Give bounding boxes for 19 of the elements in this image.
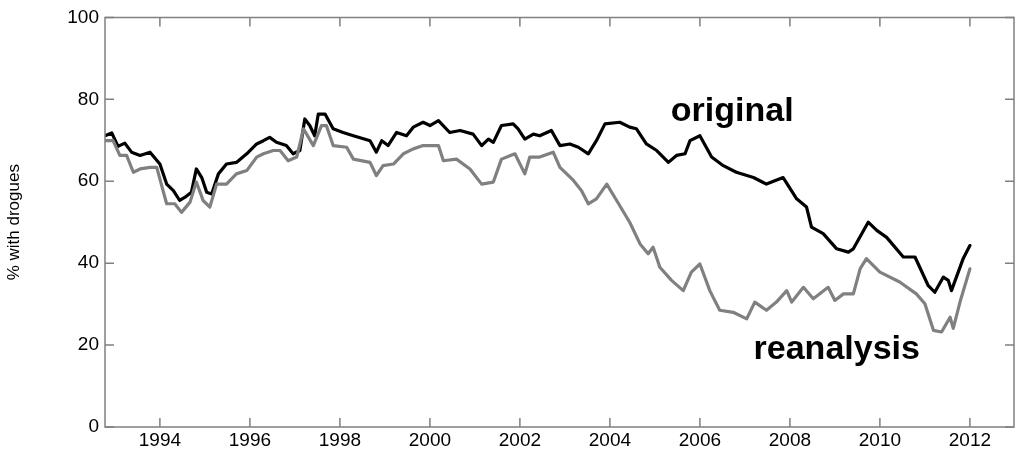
y-axis-title: % with drogues bbox=[3, 164, 23, 281]
series-label: reanalysis bbox=[753, 327, 920, 366]
x-tick-label: 2010 bbox=[858, 428, 902, 450]
series-label: original bbox=[670, 89, 794, 128]
x-tick-label: 2008 bbox=[768, 428, 812, 450]
x-tick-label: 2004 bbox=[588, 428, 632, 450]
y-tick-label: 80 bbox=[77, 87, 99, 109]
x-tick-label: 2000 bbox=[408, 428, 452, 450]
y-tick-label: 40 bbox=[77, 251, 99, 273]
x-tick-label: 2012 bbox=[948, 428, 992, 450]
x-tick-label: 1998 bbox=[318, 428, 362, 450]
x-tick-label: 2002 bbox=[498, 428, 542, 450]
x-tick-label: 2006 bbox=[678, 428, 722, 450]
y-tick-label: 100 bbox=[67, 5, 99, 27]
x-tick-label: 1994 bbox=[138, 428, 182, 450]
y-tick-label: 20 bbox=[77, 333, 99, 355]
y-tick-label: 0 bbox=[88, 415, 99, 437]
x-tick-label: 1996 bbox=[228, 428, 272, 450]
y-tick-label: 60 bbox=[77, 169, 99, 191]
